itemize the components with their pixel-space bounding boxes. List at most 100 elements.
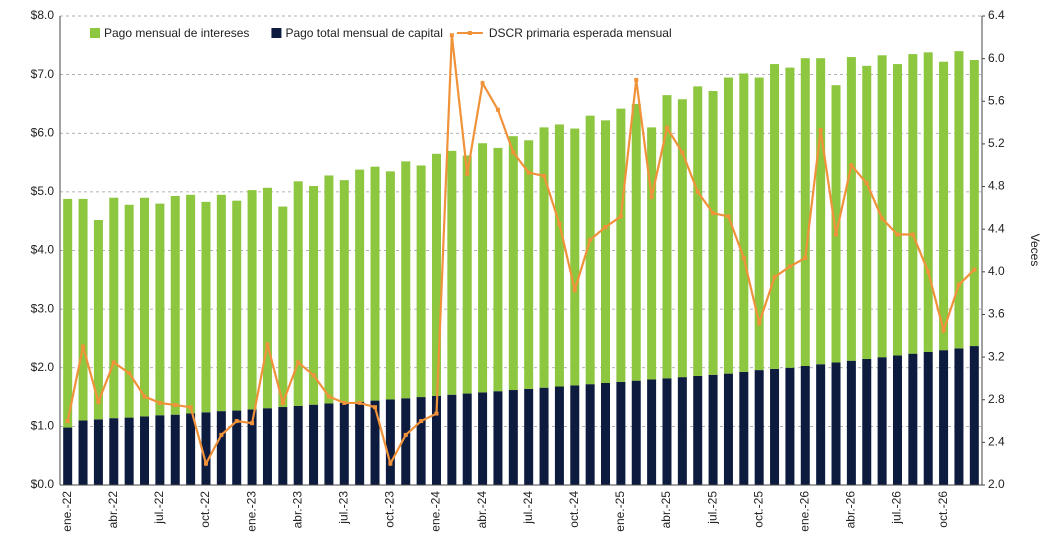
line-marker bbox=[941, 328, 946, 333]
line-marker bbox=[757, 320, 762, 325]
bar-segment bbox=[478, 392, 488, 485]
line-marker bbox=[96, 399, 101, 404]
y-tick-label: $1.0 bbox=[31, 419, 55, 433]
bar-segment bbox=[339, 180, 349, 403]
line-marker bbox=[664, 125, 669, 130]
bar-segment bbox=[770, 64, 780, 369]
legend-item: Pago mensual de intereses bbox=[90, 26, 249, 40]
line-marker bbox=[265, 342, 270, 347]
bar-segment bbox=[816, 58, 826, 365]
legend-swatch bbox=[271, 28, 282, 38]
y2-tick-label: 5.6 bbox=[988, 93, 1005, 107]
bar-segment bbox=[278, 206, 288, 408]
bar-segment bbox=[309, 404, 319, 485]
line-marker bbox=[680, 150, 685, 155]
bar-segment bbox=[677, 99, 687, 378]
bar-segment bbox=[63, 198, 73, 428]
bar-segment bbox=[723, 77, 733, 374]
line-marker bbox=[726, 214, 731, 219]
x-tick-label: oct.-26 bbox=[936, 491, 950, 528]
line-marker bbox=[787, 264, 792, 269]
y2-axis-label: Veces bbox=[1028, 234, 1042, 267]
bar-segment bbox=[324, 403, 334, 485]
line-layer bbox=[65, 33, 977, 467]
line-marker bbox=[250, 421, 255, 426]
bar-segment bbox=[954, 348, 964, 485]
line-marker bbox=[849, 163, 854, 168]
line-marker bbox=[127, 371, 132, 376]
bar-segment bbox=[693, 375, 703, 485]
bar-segment bbox=[262, 408, 272, 485]
bar-segment bbox=[739, 73, 749, 372]
line-marker bbox=[311, 373, 316, 378]
bar-segment bbox=[447, 150, 457, 395]
bar-segment bbox=[462, 393, 472, 485]
bar-segment bbox=[785, 367, 795, 485]
y-tick-label: $0.0 bbox=[31, 477, 55, 491]
bar-segment bbox=[401, 398, 411, 485]
legend-item: DSCR primaria esperada mensual bbox=[456, 26, 672, 40]
bar-segment bbox=[862, 65, 872, 359]
bar-segment bbox=[431, 153, 441, 396]
bar-segment bbox=[754, 370, 764, 485]
bar-segment bbox=[124, 204, 134, 418]
bar-segment bbox=[293, 181, 303, 406]
bar-segment bbox=[309, 186, 319, 405]
legend-label: DSCR primaria esperada mensual bbox=[489, 26, 672, 40]
bar-segment bbox=[63, 427, 73, 485]
bar-segment bbox=[708, 91, 718, 375]
y-tick-label: $6.0 bbox=[31, 125, 55, 139]
line-marker bbox=[649, 195, 654, 200]
line-marker bbox=[618, 214, 623, 219]
y2-tick-label: 3.2 bbox=[988, 349, 1005, 363]
bar-segment bbox=[478, 143, 488, 393]
legend-swatch bbox=[467, 31, 472, 35]
line bbox=[66, 35, 976, 467]
bar-segment bbox=[800, 58, 810, 366]
bar-segment bbox=[708, 374, 718, 485]
x-tick-label: jul.-24 bbox=[521, 491, 535, 525]
bar-segment bbox=[462, 155, 472, 394]
bar-segment bbox=[324, 175, 334, 404]
bar-segment bbox=[339, 402, 349, 485]
line-marker bbox=[834, 232, 839, 237]
line-marker bbox=[111, 360, 116, 365]
bar-segment bbox=[232, 410, 242, 485]
line-marker bbox=[695, 189, 700, 194]
bar-segment bbox=[954, 51, 964, 349]
bar-segment bbox=[570, 385, 580, 485]
line-marker bbox=[296, 360, 301, 365]
bar-segment bbox=[385, 171, 395, 400]
bar-segment bbox=[216, 411, 226, 485]
line-marker bbox=[557, 221, 562, 226]
line-marker bbox=[772, 275, 777, 280]
bar-segment bbox=[846, 57, 856, 361]
y2-tick-label: 6.0 bbox=[988, 51, 1005, 65]
line-marker bbox=[357, 400, 362, 405]
bar-segment bbox=[554, 386, 564, 485]
bar-segment bbox=[616, 381, 626, 485]
y2-tick-label: 2.4 bbox=[988, 435, 1005, 449]
legend-label: Pago mensual de intereses bbox=[104, 26, 249, 40]
y-tick-label: $5.0 bbox=[31, 184, 55, 198]
line-marker bbox=[81, 344, 86, 349]
x-tick-label: ene.-22 bbox=[60, 491, 74, 532]
bar-segment bbox=[616, 108, 626, 382]
y2-tick-label: 4.8 bbox=[988, 179, 1005, 193]
x-tick-label: jul.-26 bbox=[890, 491, 904, 525]
bar-segment bbox=[739, 371, 749, 485]
bar-segment bbox=[554, 124, 564, 387]
y2-tick-label: 4.0 bbox=[988, 264, 1005, 278]
bar-segment bbox=[524, 388, 534, 485]
bar-segment bbox=[78, 198, 88, 421]
line-marker bbox=[465, 171, 470, 176]
line-marker bbox=[219, 432, 224, 437]
x-tick-label: abr.-22 bbox=[106, 491, 120, 529]
bar-segment bbox=[109, 197, 119, 419]
y-tick-label: $2.0 bbox=[31, 360, 55, 374]
x-tick-label: jul.-23 bbox=[336, 491, 350, 525]
x-tick-label: ene.-24 bbox=[429, 491, 443, 532]
line-marker bbox=[542, 173, 547, 178]
bar-segment bbox=[416, 165, 426, 398]
bar-segment bbox=[846, 360, 856, 485]
